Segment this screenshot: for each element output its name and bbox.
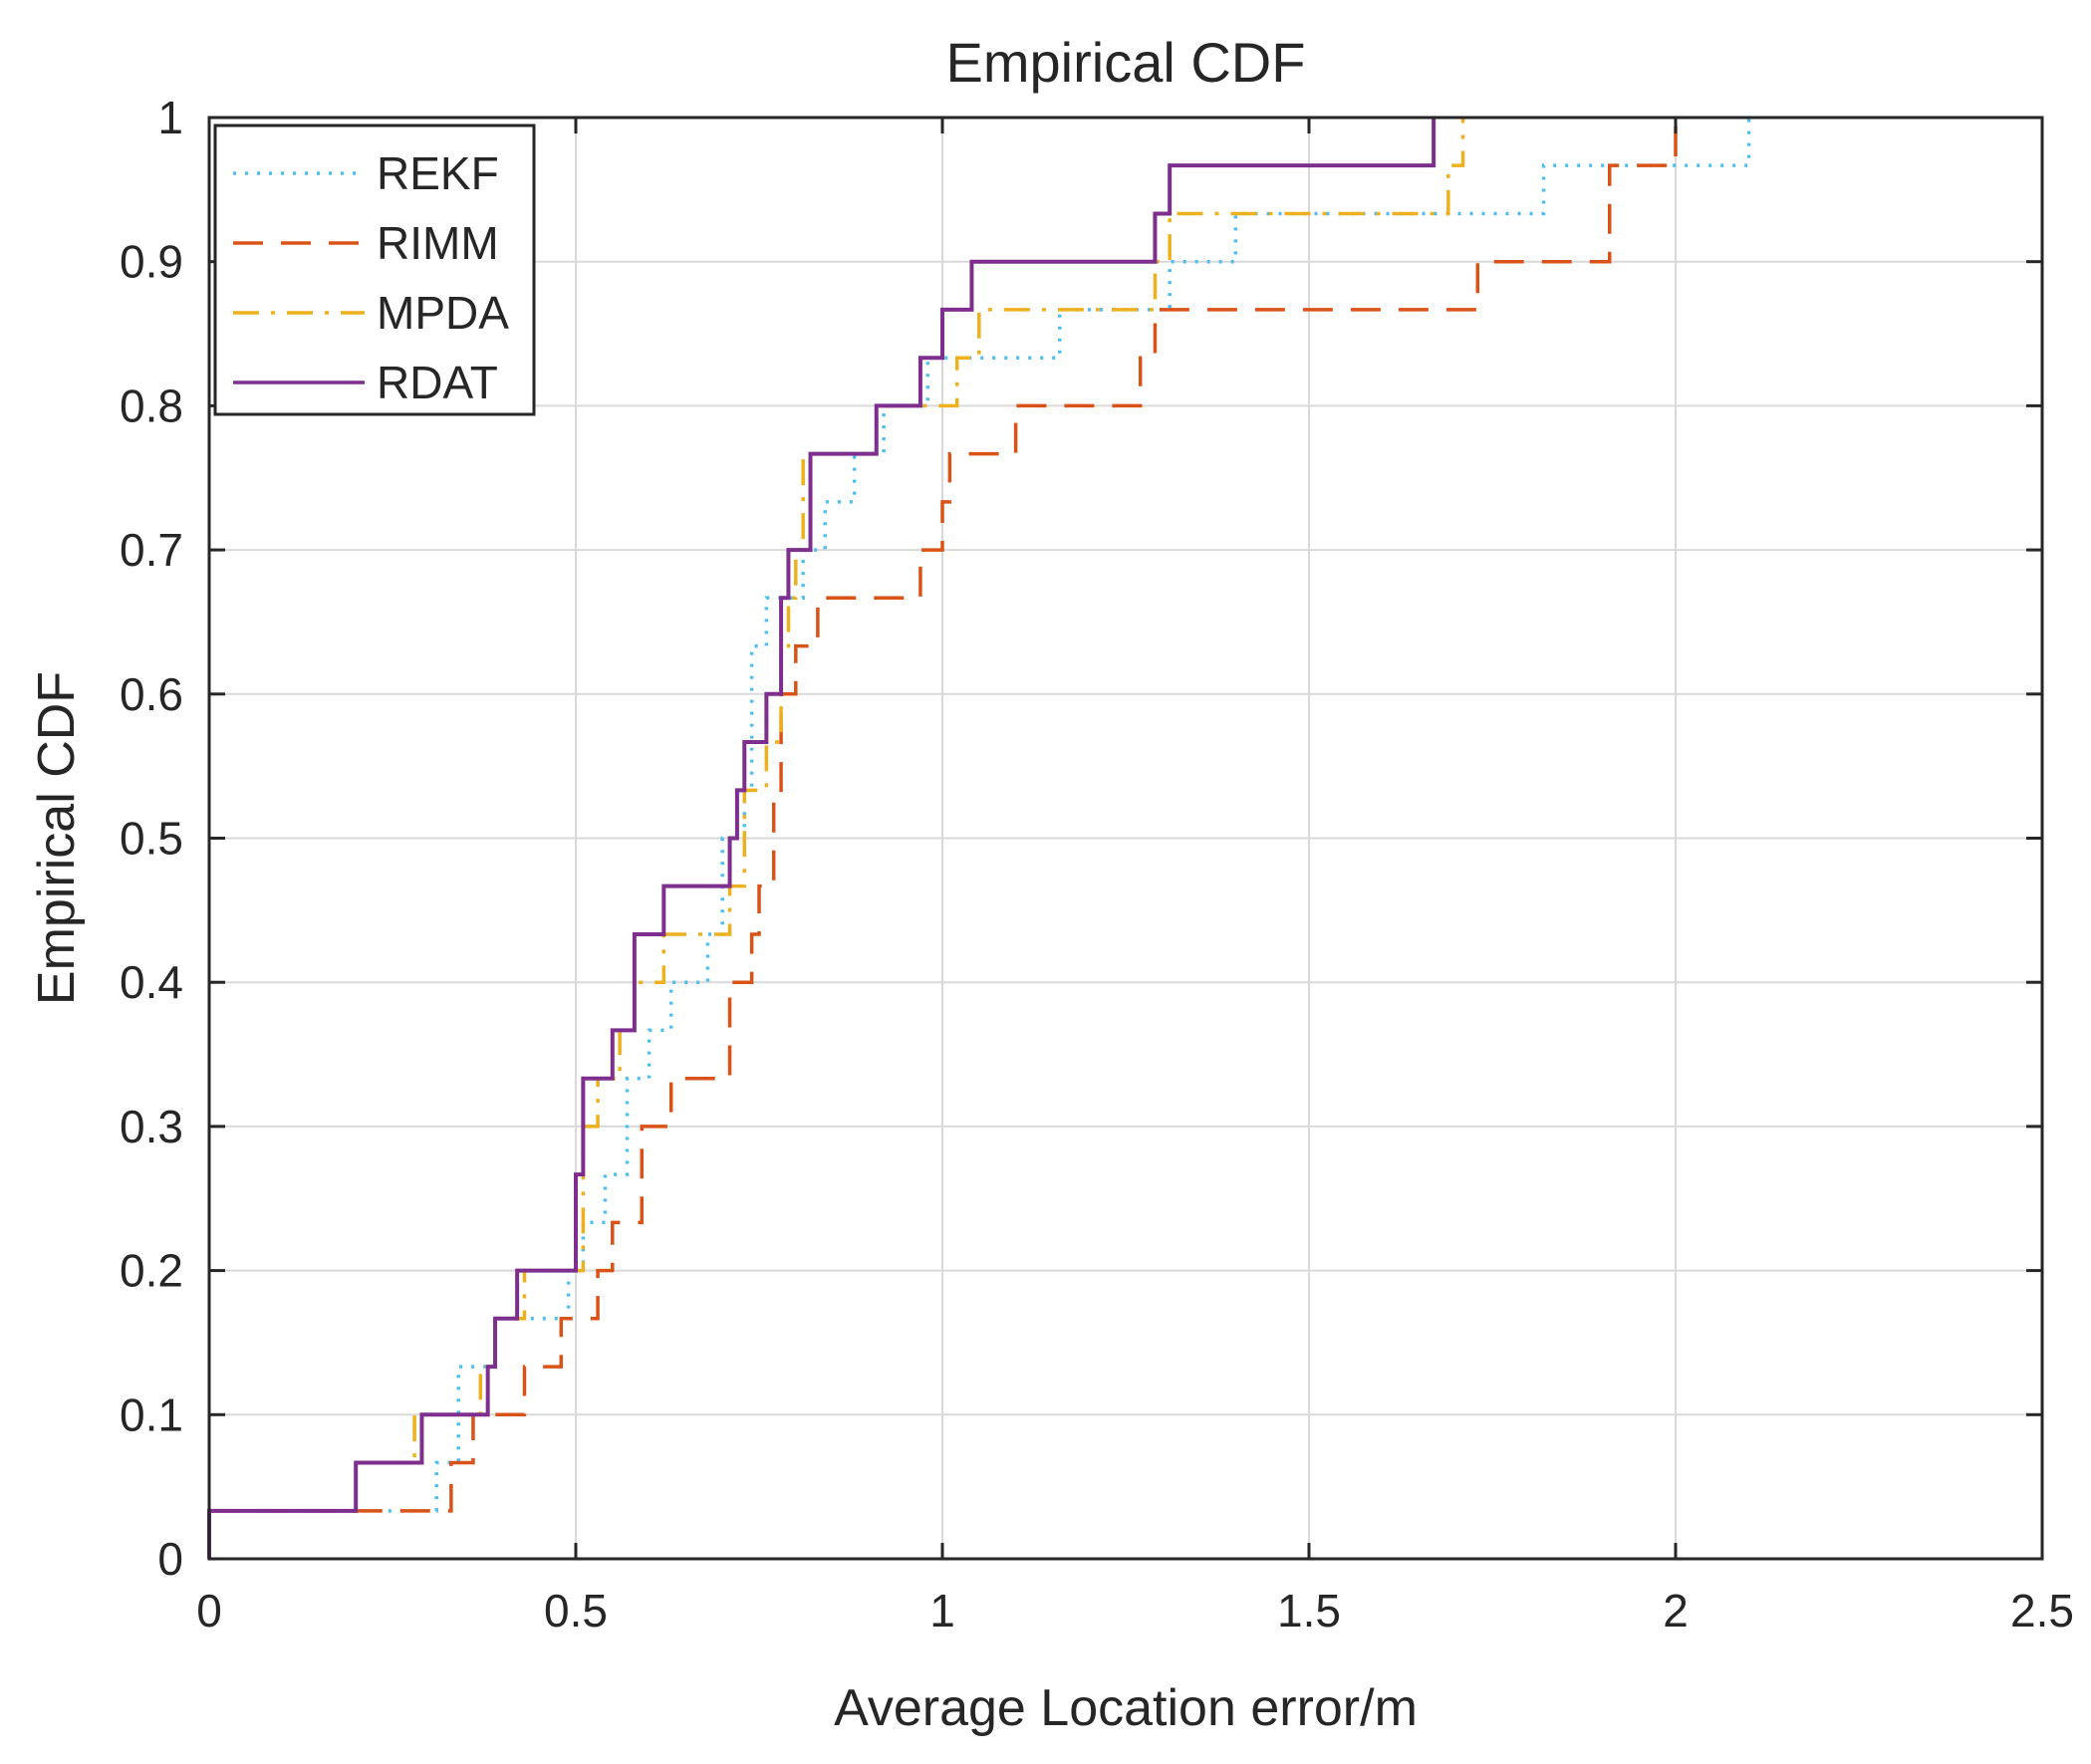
legend-label-rekf: REKF [377, 147, 499, 199]
y-tick-label: 0.6 [120, 668, 183, 720]
y-tick-label: 0 [157, 1533, 183, 1585]
legend-label-mpda: MPDA [377, 287, 509, 339]
legend-label-rimm: RIMM [377, 217, 499, 269]
ticks: 0 0.5 1 1.5 2 2.5 0 0.1 0.2 0.3 0.4 0.5 0.6 0.7 0.8 0.9… [120, 92, 2074, 1637]
series-line-rimm [207, 118, 1678, 1559]
y-tick-label: 0.2 [120, 1245, 183, 1297]
legend: REKF RIMM MPDA RDAT [213, 124, 536, 416]
x-tick-label: 2.5 [2010, 1585, 2074, 1637]
y-tick-label: 0.1 [120, 1388, 183, 1440]
x-tick-label: 1.5 [1277, 1585, 1341, 1637]
y-tick-label: 0.3 [120, 1101, 183, 1152]
x-tick-label: 0.5 [544, 1585, 608, 1637]
x-axis-label: Average Location error/m [834, 1679, 1418, 1737]
y-tick-label: 0.8 [120, 379, 183, 431]
y-tick-label: 0.7 [120, 524, 183, 576]
legend-label-rdat: RDAT [377, 357, 498, 408]
x-tick-label: 2 [1663, 1585, 1689, 1637]
legend-box [213, 124, 536, 416]
y-tick-label: 0.4 [120, 956, 183, 1008]
y-tick-label: 0.9 [120, 236, 183, 288]
series-layer [207, 118, 1751, 1559]
chart-title: Empirical CDF [946, 31, 1306, 94]
x-tick-label: 1 [929, 1585, 955, 1637]
series-line-rdat [207, 118, 1437, 1559]
y-axis-label: Empirical CDF [28, 671, 86, 1005]
x-tick-label: 0 [196, 1585, 222, 1637]
y-tick-label: 0.5 [120, 813, 183, 865]
y-tick-label: 1 [157, 92, 183, 143]
